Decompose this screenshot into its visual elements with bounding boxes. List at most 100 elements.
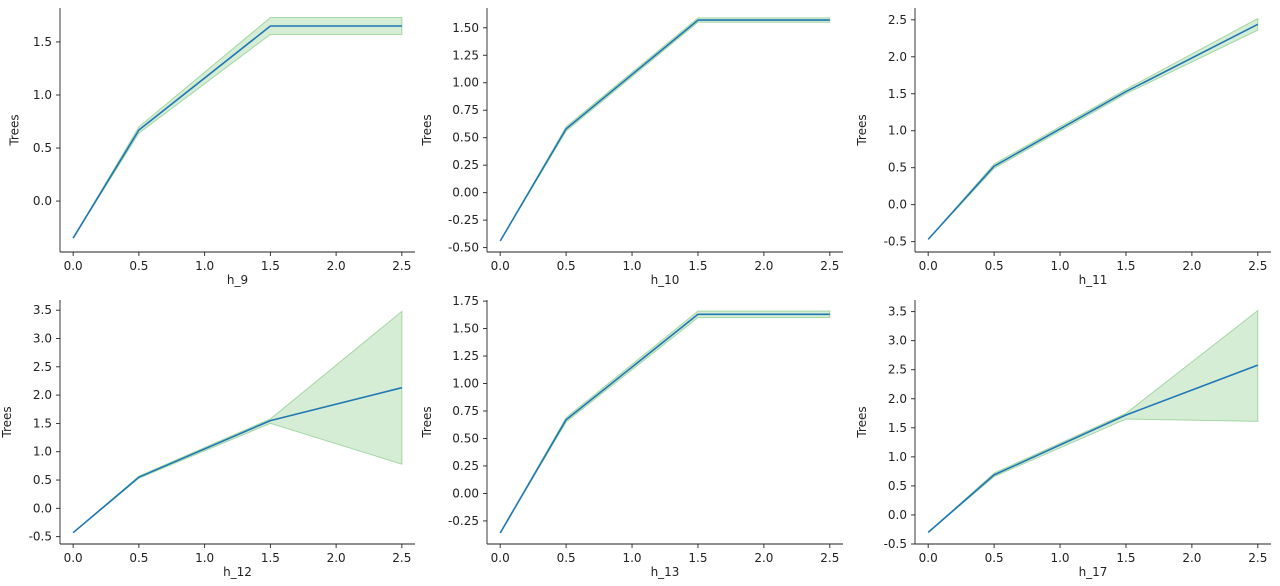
y-tick-label: 1.25 [452, 349, 479, 363]
x-tick-label: 1.0 [1050, 259, 1069, 273]
y-tick-label: -0.5 [884, 537, 907, 551]
subplot-5: 0.0 0.5 1.0 1.5 2.0 2.5 -0.25 0.00 0.25 0.50 0.75 1… [420, 294, 843, 579]
confidence-band [927, 309, 1259, 533]
subplot-3: 0.0 0.5 1.0 1.5 2.0 2.5 -0.5 0.0 0.5 1.0 1.5 2.0 2.5… [855, 8, 1271, 287]
y-tick-label: 0.5 [33, 473, 52, 487]
x-axis-label: h_9 [227, 273, 248, 287]
y-tick-label: 0.25 [452, 158, 479, 172]
y-tick-label: 1.5 [888, 421, 907, 435]
x-tick-label: 0.0 [64, 551, 83, 565]
series-line [927, 364, 1259, 534]
y-tick-label: 2.0 [33, 388, 52, 402]
y-tick-label: 1.25 [452, 48, 479, 62]
x-tick-label: 2.5 [820, 551, 839, 565]
x-tick-label: 2.0 [754, 259, 773, 273]
confidence-band [499, 17, 831, 242]
x-tick-label: 1.0 [195, 259, 214, 273]
y-tick-label: 2.0 [888, 50, 907, 64]
subplot-1: 0.0 0.5 1.0 1.5 2.0 2.5 0.0 0.5 1.0 1.5 h_9 Trees [7, 8, 415, 287]
y-tick-label: -0.25 [448, 514, 479, 528]
x-tick-label: 0.0 [491, 551, 510, 565]
x-tick-label: 1.5 [688, 259, 707, 273]
confidence-band [72, 310, 403, 534]
x-tick-label: 1.5 [1116, 551, 1135, 565]
y-tick-label: -0.50 [448, 241, 479, 255]
y-tick-label: 0.75 [452, 103, 479, 117]
y-tick-label: 1.0 [33, 88, 52, 102]
series-line [927, 23, 1259, 240]
x-tick-label: 0.5 [129, 551, 148, 565]
y-tick-label: 0.0 [33, 501, 52, 515]
x-tick-label: 1.5 [261, 551, 280, 565]
x-tick-label: 2.5 [1248, 259, 1267, 273]
y-tick-label: 3.5 [888, 305, 907, 319]
x-tick-label: 2.5 [392, 259, 411, 273]
y-axis-label: Trees [0, 406, 14, 438]
y-tick-label: 2.5 [33, 360, 52, 374]
y-tick-label: 3.0 [33, 331, 52, 345]
y-axis-label: Trees [855, 406, 869, 438]
y-tick-label: 0.25 [452, 459, 479, 473]
x-tick-label: 0.5 [557, 259, 576, 273]
y-tick-label: 1.5 [888, 87, 907, 101]
y-tick-label: 3.5 [33, 303, 52, 317]
y-axis-label: Trees [420, 406, 434, 438]
y-axis-label: Trees [420, 114, 434, 146]
y-tick-label: 0.75 [452, 404, 479, 418]
x-tick-label: 2.0 [1182, 551, 1201, 565]
x-tick-label: 1.0 [622, 259, 641, 273]
x-tick-label: 0.5 [129, 259, 148, 273]
y-tick-label: 0.0 [888, 508, 907, 522]
y-tick-label: 0.50 [452, 431, 479, 445]
y-tick-label: 0.5 [888, 479, 907, 493]
y-tick-label: 2.5 [888, 363, 907, 377]
x-tick-label: 0.0 [919, 551, 938, 565]
x-tick-label: 1.5 [688, 551, 707, 565]
y-tick-label: 0.0 [888, 198, 907, 212]
x-axis-label: h_10 [651, 273, 680, 287]
series-line [499, 313, 830, 534]
x-tick-label: 0.0 [64, 259, 83, 273]
x-axis-label: h_13 [651, 565, 680, 579]
x-tick-label: 2.5 [820, 259, 839, 273]
y-tick-label: 1.0 [33, 445, 52, 459]
y-tick-label: 1.00 [452, 377, 479, 391]
y-tick-label: 1.00 [452, 76, 479, 90]
y-tick-label: 0.00 [452, 186, 479, 200]
series-line [72, 386, 403, 534]
x-tick-label: 2.0 [1182, 259, 1201, 273]
y-tick-label: -0.5 [884, 235, 907, 249]
y-tick-label: -0.25 [448, 213, 479, 227]
y-tick-label: 1.0 [888, 450, 907, 464]
confidence-band [499, 310, 831, 534]
y-tick-label: -0.5 [29, 530, 52, 544]
y-tick-label: 1.5 [33, 35, 52, 49]
series-line [72, 25, 402, 239]
x-tick-label: 2.5 [1248, 551, 1267, 565]
confidence-band [72, 17, 403, 239]
y-tick-label: 0.5 [33, 141, 52, 155]
y-tick-label: 0.0 [33, 194, 52, 208]
x-axis-label: h_12 [223, 565, 252, 579]
confidence-band [927, 17, 1259, 240]
y-tick-label: 1.75 [452, 294, 479, 308]
x-tick-label: 1.0 [622, 551, 641, 565]
y-tick-label: 2.0 [888, 392, 907, 406]
x-tick-label: 1.5 [1116, 259, 1135, 273]
y-tick-label: 2.5 [888, 13, 907, 27]
x-tick-label: 0.0 [919, 259, 938, 273]
y-axis-label: Trees [7, 114, 21, 146]
y-tick-label: 0.5 [888, 161, 907, 175]
subplot-2: 0.0 0.5 1.0 1.5 2.0 2.5 -0.50 -0.25 0.00 0.25 0.50… [420, 8, 843, 287]
x-tick-label: 0.5 [985, 259, 1004, 273]
y-tick-label: 0.50 [452, 131, 479, 145]
y-tick-label: 1.0 [888, 124, 907, 138]
x-tick-label: 2.5 [392, 551, 411, 565]
y-axis-label: Trees [855, 114, 869, 146]
subplot-6: 0.0 0.5 1.0 1.5 2.0 2.5 -0.5 0.0 0.5 1.0 1.5 2.0 2.5… [855, 300, 1271, 579]
y-tick-label: 1.5 [33, 416, 52, 430]
x-tick-label: 2.0 [327, 551, 346, 565]
x-tick-label: 0.5 [557, 551, 576, 565]
x-tick-label: 0.5 [985, 551, 1004, 565]
